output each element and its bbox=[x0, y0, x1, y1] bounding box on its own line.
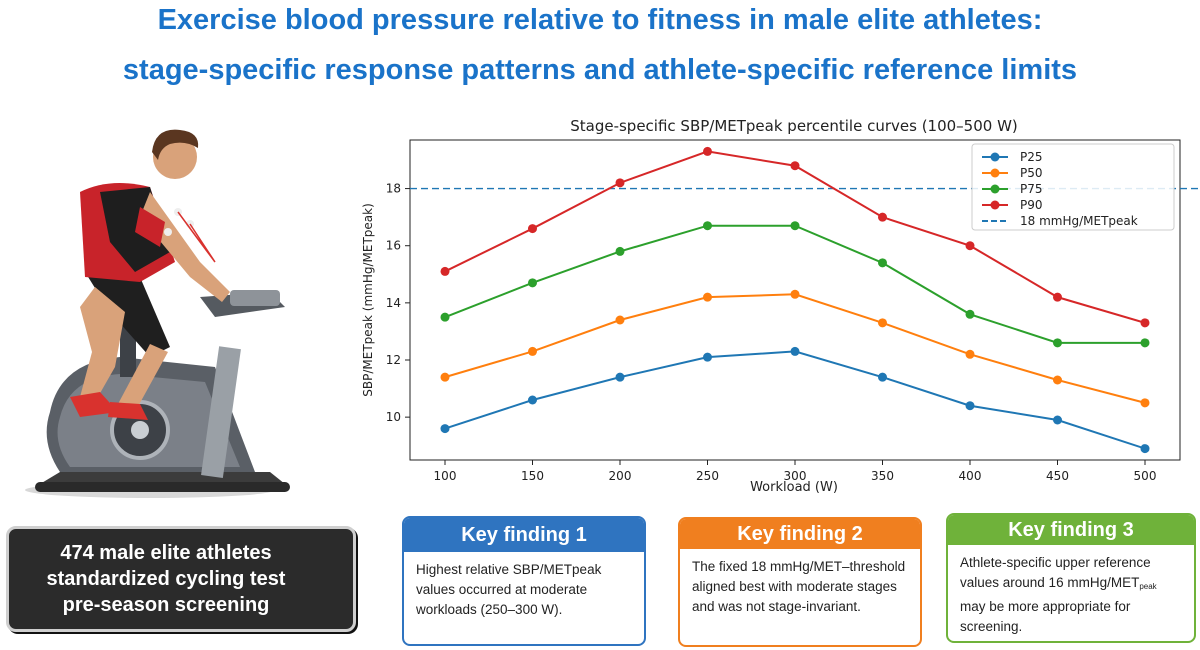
data-point-p75 bbox=[703, 221, 712, 231]
y-tick-label: 12 bbox=[386, 353, 401, 367]
title-line-1: Exercise blood pressure relative to fitn… bbox=[157, 4, 1043, 36]
data-point-p50 bbox=[615, 315, 625, 325]
data-point-p50 bbox=[528, 346, 537, 356]
cohort-line-3: pre-season screening bbox=[62, 594, 270, 616]
key-finding-1-title: Key finding 1 bbox=[404, 518, 644, 552]
data-point-p50 bbox=[1053, 375, 1062, 385]
title-line-2: stage-specific response patterns and ath… bbox=[122, 54, 1078, 86]
x-tick-label: 200 bbox=[609, 469, 632, 483]
x-tick-label: 150 bbox=[521, 469, 544, 483]
legend-box bbox=[971, 143, 1175, 231]
x-tick-label: 250 bbox=[696, 469, 719, 483]
data-point-p90 bbox=[615, 178, 625, 188]
data-point-p90 bbox=[703, 146, 712, 156]
data-point-p90 bbox=[528, 224, 537, 234]
legend-label: 18 mmHg/METpeak bbox=[1020, 214, 1138, 228]
legend-marker bbox=[990, 184, 1000, 194]
data-point-p50 bbox=[878, 318, 887, 328]
key-finding-3-title: Key finding 3 bbox=[948, 515, 1194, 545]
cohort-summary-box: 474 male elite athletes standardized cyc… bbox=[6, 526, 356, 632]
data-point-p75 bbox=[878, 258, 887, 268]
cohort-line-2: standardized cycling test bbox=[46, 568, 286, 590]
legend-marker bbox=[990, 200, 1000, 210]
data-point-p90 bbox=[878, 212, 887, 222]
key-finding-1-text: Highest relative SBP/METpeak values occu… bbox=[416, 562, 602, 617]
data-point-p25 bbox=[703, 352, 712, 362]
percentile-line-chart: Stage-specific SBP/METpeak percentile cu… bbox=[361, 117, 1200, 495]
y-tick-label: 18 bbox=[386, 182, 401, 196]
data-point-p25 bbox=[615, 372, 625, 382]
x-tick-label: 350 bbox=[871, 469, 894, 483]
data-point-p90 bbox=[1053, 292, 1062, 302]
data-point-p50 bbox=[1140, 398, 1150, 408]
data-point-p75 bbox=[615, 246, 625, 256]
y-tick-label: 10 bbox=[386, 410, 401, 424]
data-point-p50 bbox=[703, 292, 712, 302]
x-tick-label: 300 bbox=[784, 469, 807, 483]
legend-label: P25 bbox=[1020, 150, 1043, 164]
legend-marker bbox=[990, 152, 1000, 162]
data-point-p75 bbox=[1140, 338, 1150, 348]
cohort-line-1: 474 male elite athletes bbox=[60, 542, 272, 564]
key-finding-3-card: Key finding 3 Athlete-specific upper ref… bbox=[946, 513, 1196, 643]
y-tick-label: 16 bbox=[386, 239, 401, 253]
data-point-p25 bbox=[440, 424, 450, 434]
data-point-p90 bbox=[440, 266, 450, 276]
x-tick-label: 400 bbox=[959, 469, 982, 483]
data-point-p25 bbox=[878, 372, 887, 382]
data-point-p50 bbox=[440, 372, 450, 382]
series-line-p75 bbox=[444, 224, 1145, 344]
data-point-p25 bbox=[528, 395, 537, 405]
data-point-p90 bbox=[790, 161, 800, 171]
data-point-p25 bbox=[1140, 444, 1150, 454]
key-finding-2-card: Key finding 2 The fixed 18 mmHg/MET–thre… bbox=[678, 517, 922, 647]
cyclist-illustration bbox=[25, 129, 290, 498]
data-point-p75 bbox=[528, 278, 537, 288]
x-axis-label: Workload (W) bbox=[750, 480, 838, 495]
data-point-p75 bbox=[790, 221, 800, 231]
chart-title: Stage-specific SBP/METpeak percentile cu… bbox=[570, 117, 1018, 135]
legend-label: P50 bbox=[1020, 166, 1043, 180]
data-point-p25 bbox=[790, 346, 800, 356]
legend-marker bbox=[990, 168, 1000, 178]
key-finding-2-title: Key finding 2 bbox=[680, 519, 920, 549]
key-finding-2-text: The fixed 18 mmHg/MET–threshold aligned … bbox=[692, 559, 906, 614]
chart-legend: P25 P50 P75 P90 18 mmHg/METpeak bbox=[971, 143, 1175, 231]
data-point-p90 bbox=[965, 241, 975, 251]
data-point-p75 bbox=[1053, 338, 1062, 348]
x-tick-label: 450 bbox=[1046, 469, 1069, 483]
key-finding-3-text-start: Athlete-specific upper reference values … bbox=[960, 555, 1151, 590]
data-point-p75 bbox=[965, 309, 975, 319]
legend-label: P90 bbox=[1020, 198, 1043, 212]
data-point-p90 bbox=[1140, 318, 1150, 328]
data-point-p25 bbox=[1053, 415, 1062, 425]
key-finding-3-text-end: may be more appropriate for screening. bbox=[960, 599, 1131, 634]
data-point-p50 bbox=[790, 289, 800, 299]
series-line-p25 bbox=[444, 350, 1146, 450]
legend-label: P75 bbox=[1020, 182, 1043, 196]
key-finding-3-subscript: peak bbox=[1139, 582, 1157, 591]
x-tick-label: 500 bbox=[1134, 469, 1157, 483]
data-point-p75 bbox=[440, 312, 450, 322]
key-finding-1-card: Key finding 1 Highest relative SBP/METpe… bbox=[402, 516, 646, 646]
y-tick-label: 14 bbox=[386, 296, 401, 310]
x-tick-label: 100 bbox=[434, 469, 457, 483]
data-point-p25 bbox=[965, 401, 975, 411]
key-finding-3-text: Athlete-specific upper reference values … bbox=[948, 545, 1194, 637]
y-axis-label: SBP/METpeak (mmHg/METpeak) bbox=[361, 203, 375, 397]
data-point-p50 bbox=[965, 349, 975, 359]
